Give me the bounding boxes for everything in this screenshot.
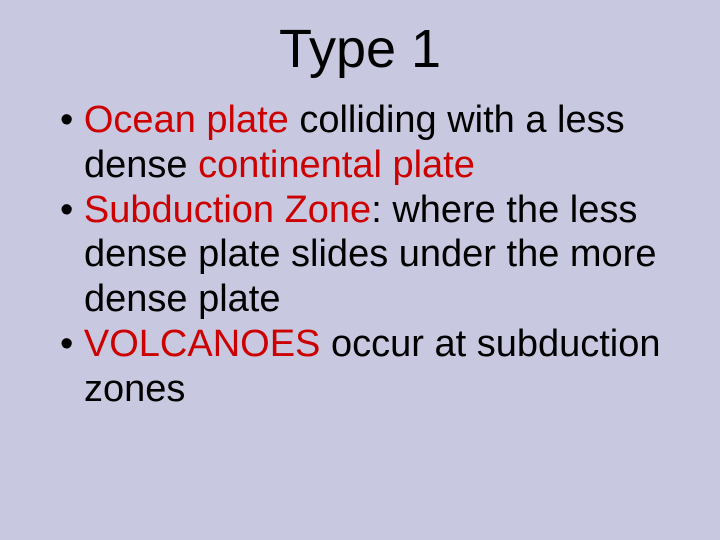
slide-title: Type 1 [40,18,680,80]
bullet-item: VOLCANOES occur at subduction zones [60,322,680,412]
highlight-text: VOLCANOES [84,323,321,365]
highlight-text: Ocean plate [84,99,289,141]
bullet-item: Ocean plate colliding with a less dense … [60,98,680,188]
highlight-text: continental plate [198,144,475,186]
highlight-text: Subduction Zone [84,189,371,231]
bullet-list: Ocean plate colliding with a less dense … [60,98,680,412]
bullet-item: Subduction Zone: where the less dense pl… [60,188,680,322]
slide: Type 1 Ocean plate colliding with a less… [0,0,720,540]
